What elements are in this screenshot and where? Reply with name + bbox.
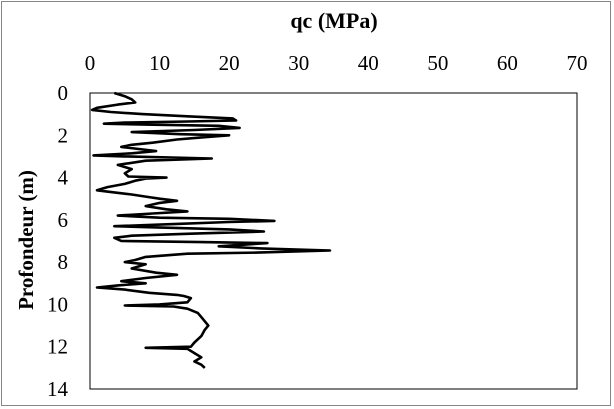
x-tick-label: 70 — [567, 51, 588, 75]
x-tick-labels: 0 10 20 30 40 50 60 70 — [85, 51, 588, 75]
qc-profile-line — [90, 91, 332, 369]
x-tick-label: 40 — [358, 51, 379, 75]
y-tick-label: 10 — [47, 292, 68, 316]
y-tick-label: 4 — [58, 166, 69, 190]
y-tick-labels: 0 2 4 6 8 10 12 14 — [47, 81, 69, 401]
y-tick-label: 6 — [58, 208, 69, 232]
x-tick-label: 10 — [149, 51, 170, 75]
x-tick-label: 50 — [427, 51, 448, 75]
plot-area — [89, 92, 578, 390]
y-tick-label: 2 — [58, 123, 69, 147]
chart-title: qc (MPa) — [290, 8, 377, 33]
x-tick-label: 0 — [85, 51, 96, 75]
x-tick-label: 20 — [219, 51, 240, 75]
y-tick-label: 12 — [47, 335, 68, 359]
x-tick-label: 30 — [288, 51, 309, 75]
y-tick-label: 0 — [58, 81, 69, 105]
y-tick-label: 8 — [58, 250, 69, 274]
x-tick-label: 60 — [497, 51, 518, 75]
y-tick-label: 14 — [47, 377, 69, 401]
y-axis-label: Profondeur (m) — [14, 170, 38, 310]
